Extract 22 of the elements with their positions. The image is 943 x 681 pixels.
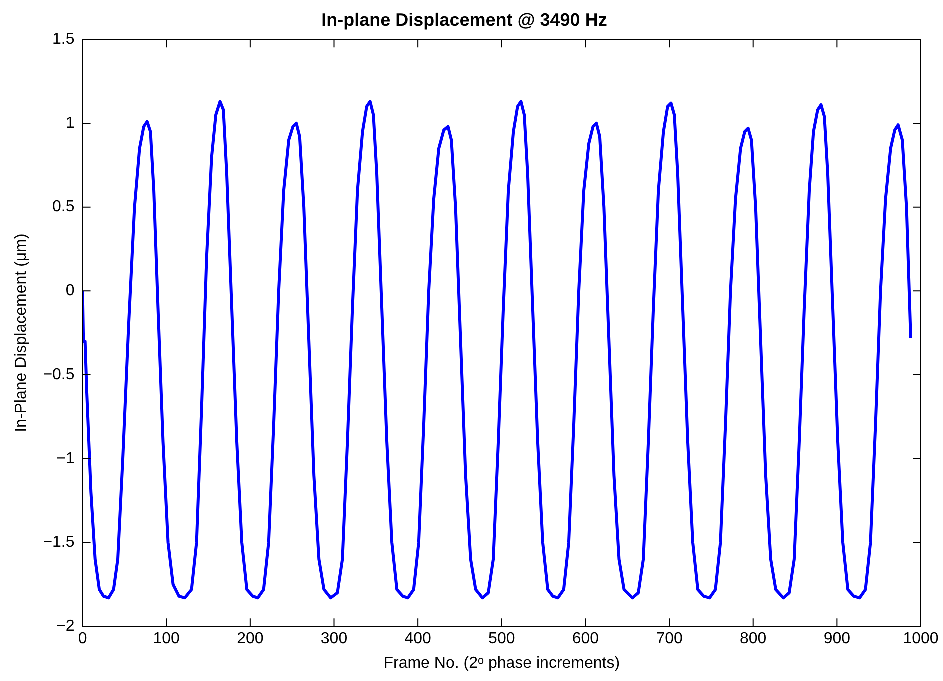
y-tick-label: −2 xyxy=(56,618,75,636)
x-tick-label: 900 xyxy=(824,630,851,648)
x-tick-label: 200 xyxy=(237,630,264,648)
x-tick-label: 600 xyxy=(572,630,600,648)
x-tick-label: 100 xyxy=(153,630,180,648)
x-tick-label: 500 xyxy=(488,630,516,648)
chart-title: In-plane Displacement @ 3490 Hz xyxy=(322,10,608,30)
y-tick-label: −0.5 xyxy=(43,366,75,384)
x-tick-label: 700 xyxy=(656,630,683,648)
x-axis-title: Frame No. (2ᵒ phase increments) xyxy=(384,654,620,672)
x-tick-label: 1000 xyxy=(903,630,939,648)
y-tick-label: 0.5 xyxy=(52,198,75,216)
x-tick-label: 800 xyxy=(740,630,767,648)
y-tick-label: −1 xyxy=(56,450,75,468)
x-tick-label: 300 xyxy=(320,630,348,648)
x-tick-label: 0 xyxy=(78,630,88,648)
y-tick-label: 1.5 xyxy=(52,31,75,48)
y-tick-label: 0 xyxy=(66,282,75,300)
y-axis-title: In-Plane Displacement (μm) xyxy=(13,234,30,432)
y-tick-label: 1 xyxy=(66,114,75,132)
x-tick-label: 400 xyxy=(404,630,432,648)
y-tick-label: −1.5 xyxy=(43,534,75,552)
